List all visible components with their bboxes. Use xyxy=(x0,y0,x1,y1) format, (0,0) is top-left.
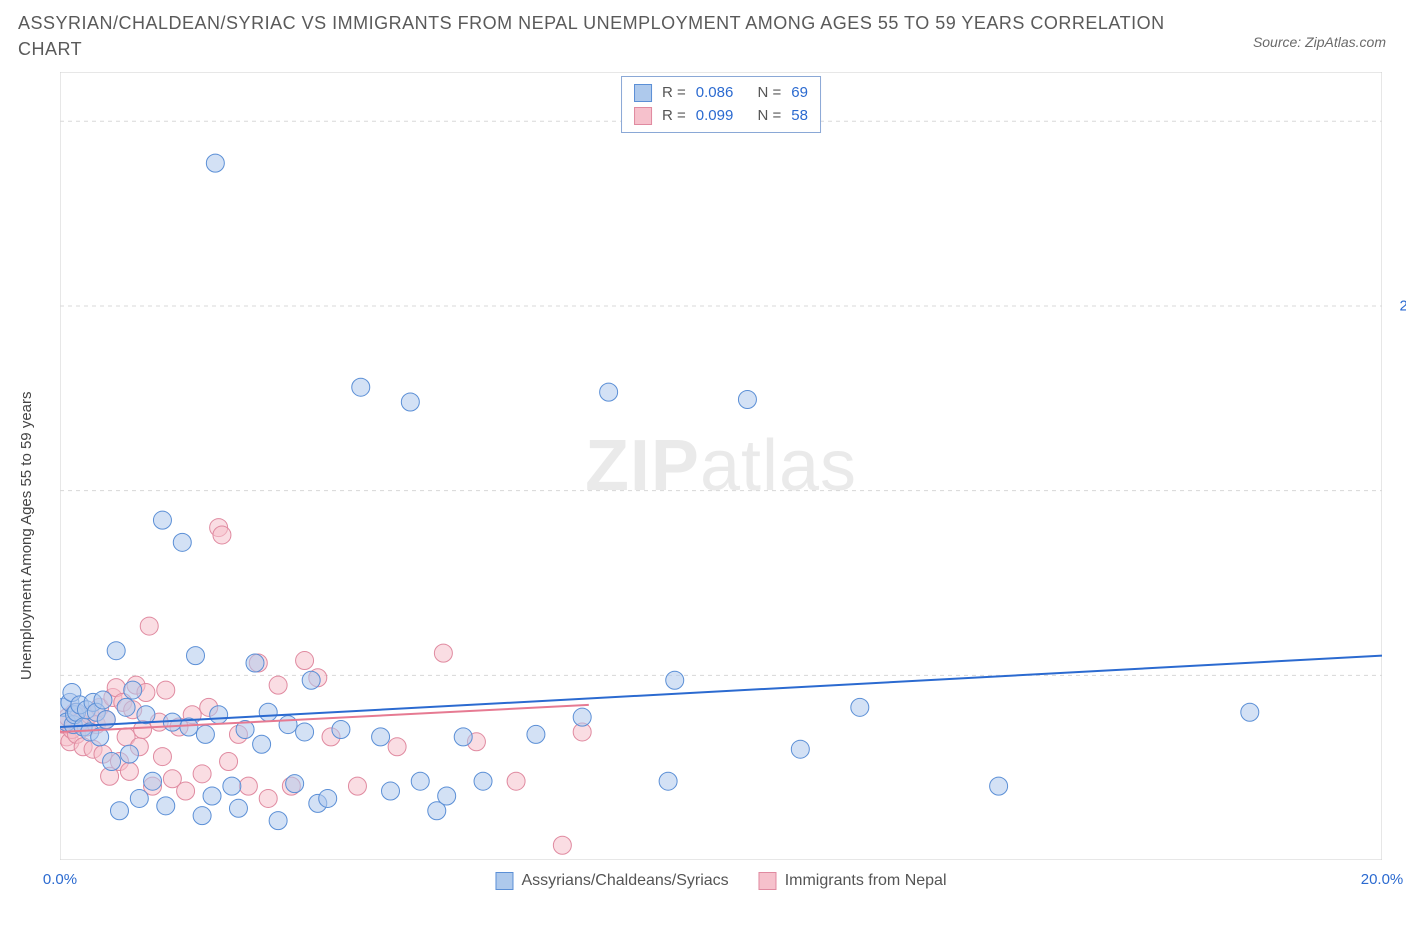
n-value-a: 69 xyxy=(791,82,808,105)
legend-label: Assyrians/Chaldeans/Syriacs xyxy=(521,872,728,890)
r-value-a: 0.086 xyxy=(696,82,734,105)
legend-swatch xyxy=(495,872,513,890)
plot-canvas xyxy=(60,72,1382,860)
r-value-b: 0.099 xyxy=(696,105,734,128)
legend-item: Immigrants from Nepal xyxy=(759,872,947,890)
x-tick-label: 20.0% xyxy=(1361,871,1404,888)
n-label: N = xyxy=(758,82,782,105)
series-legend: Assyrians/Chaldeans/Syriacs Immigrants fr… xyxy=(495,872,946,890)
y-tick-label: 22.5% xyxy=(1399,297,1406,314)
correlation-legend: R = 0.086 N = 69 R = 0.099 N = 58 xyxy=(621,76,821,133)
legend-row-series-b: R = 0.099 N = 58 xyxy=(634,105,808,128)
r-label: R = xyxy=(662,82,686,105)
swatch-series-b xyxy=(634,107,652,125)
x-tick-label: 0.0% xyxy=(43,871,77,888)
n-value-b: 58 xyxy=(791,105,808,128)
legend-item: Assyrians/Chaldeans/Syriacs xyxy=(495,872,728,890)
legend-swatch xyxy=(759,872,777,890)
r-label: R = xyxy=(662,105,686,128)
source-attribution: Source: ZipAtlas.com xyxy=(1253,34,1386,50)
legend-row-series-a: R = 0.086 N = 69 xyxy=(634,82,808,105)
swatch-series-a xyxy=(634,84,652,102)
scatter-chart: ZIPatlas R = 0.086 N = 69 R = 0.099 N = … xyxy=(60,72,1382,860)
chart-title: ASSYRIAN/CHALDEAN/SYRIAC VS IMMIGRANTS F… xyxy=(18,10,1206,62)
n-label: N = xyxy=(758,105,782,128)
y-axis-title: Unemployment Among Ages 55 to 59 years xyxy=(18,391,35,680)
legend-label: Immigrants from Nepal xyxy=(785,872,947,890)
